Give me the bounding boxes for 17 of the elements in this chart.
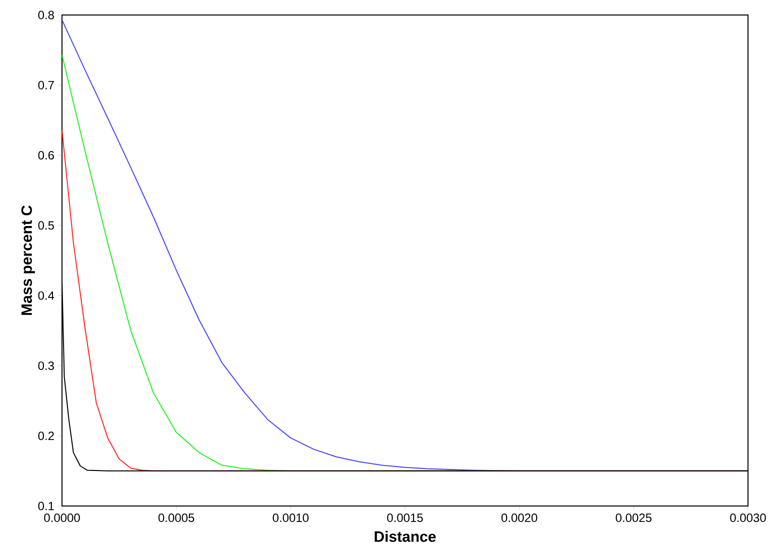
y-axis-title: Mass percent C bbox=[21, 205, 35, 315]
y-tick-label: 0.7 bbox=[38, 80, 54, 90]
y-tick-label: 0.4 bbox=[38, 291, 54, 300]
y-tick-label: 0.6 bbox=[38, 151, 54, 160]
x-axis-title: Distance bbox=[374, 530, 436, 542]
y-tick-label: 0.3 bbox=[38, 361, 54, 370]
y-tick-label: 0.5 bbox=[38, 221, 54, 230]
x-tick-label: 0.0025 bbox=[616, 514, 652, 522]
y-tick-label: 0.2 bbox=[38, 432, 54, 440]
x-tick-label: 0.0005 bbox=[158, 514, 194, 522]
x-tick-label: 0.0010 bbox=[272, 514, 309, 522]
x-tick-label: 0.0030 bbox=[730, 514, 766, 522]
x-tick-label: 0.0000 bbox=[44, 514, 80, 522]
x-tick-label: 0.0015 bbox=[387, 514, 423, 522]
y-tick-label: 0.8 bbox=[38, 10, 54, 20]
y-tick-label: 0.1 bbox=[38, 502, 54, 510]
x-tick-label: 0.0020 bbox=[501, 514, 538, 522]
